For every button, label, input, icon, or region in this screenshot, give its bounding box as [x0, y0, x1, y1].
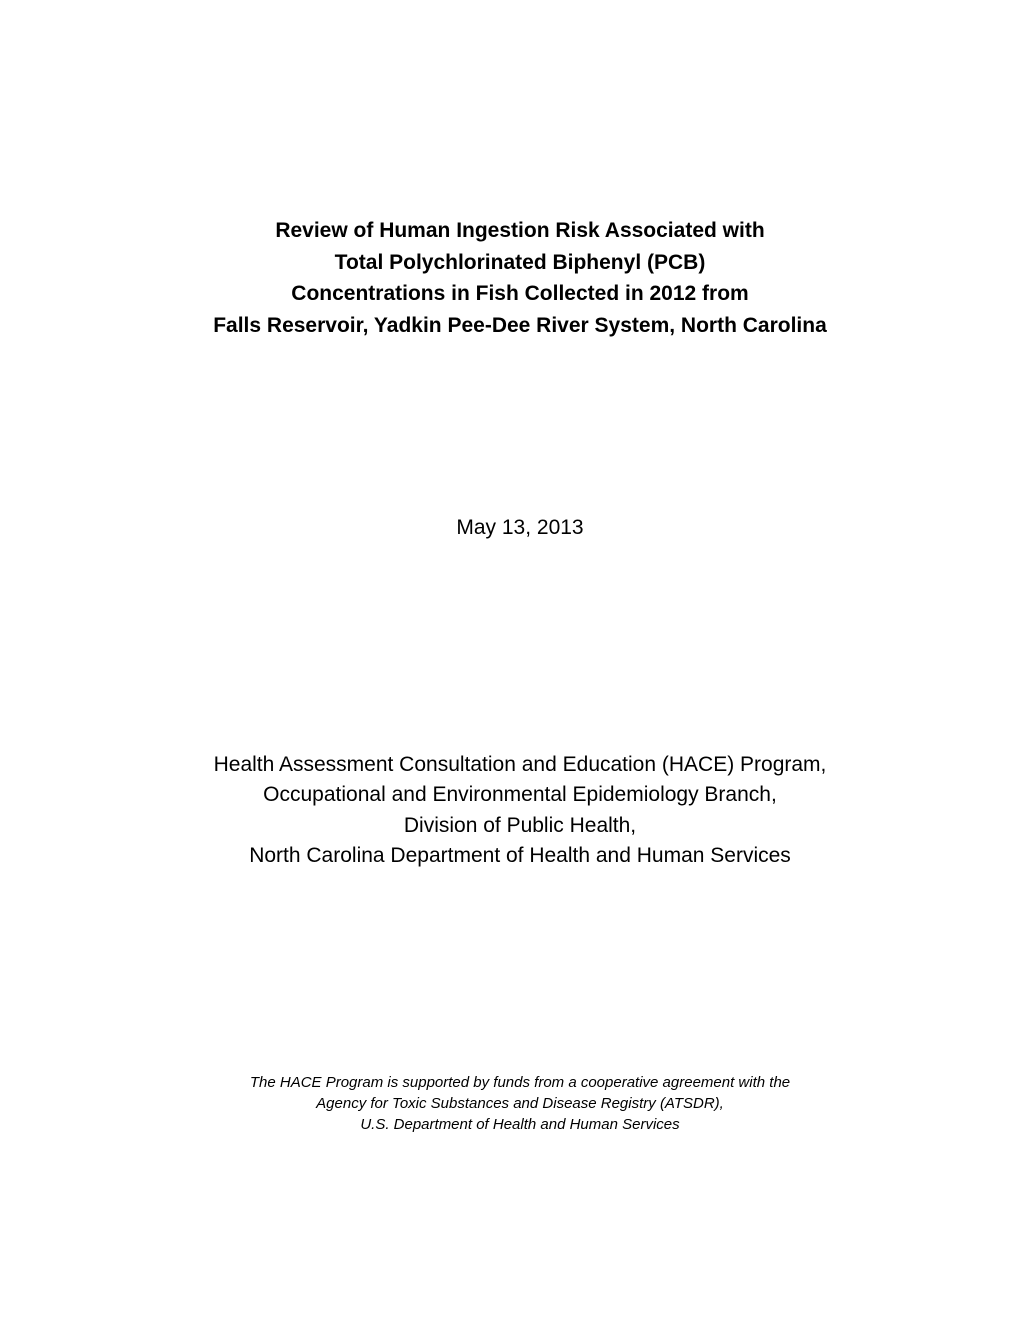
org-line-1: Health Assessment Consultation and Educa… — [140, 750, 900, 780]
organization-section: Health Assessment Consultation and Educa… — [140, 750, 900, 872]
org-line-3: Division of Public Health, — [140, 811, 900, 841]
document-date: May 13, 2013 — [140, 516, 900, 540]
title-line-3: Concentrations in Fish Collected in 2012… — [140, 278, 900, 310]
document-date-section: May 13, 2013 — [140, 516, 900, 540]
title-line-4: Falls Reservoir, Yadkin Pee-Dee River Sy… — [140, 310, 900, 342]
footer-section: The HACE Program is supported by funds f… — [140, 1072, 900, 1135]
org-line-2: Occupational and Environmental Epidemiol… — [140, 780, 900, 810]
footer-line-1: The HACE Program is supported by funds f… — [140, 1072, 900, 1093]
footer-line-3: U.S. Department of Health and Human Serv… — [140, 1114, 900, 1135]
org-line-4: North Carolina Department of Health and … — [140, 841, 900, 871]
title-line-2: Total Polychlorinated Biphenyl (PCB) — [140, 247, 900, 279]
footer-line-2: Agency for Toxic Substances and Disease … — [140, 1093, 900, 1114]
document-title-section: Review of Human Ingestion Risk Associate… — [140, 215, 900, 341]
title-line-1: Review of Human Ingestion Risk Associate… — [140, 215, 900, 247]
